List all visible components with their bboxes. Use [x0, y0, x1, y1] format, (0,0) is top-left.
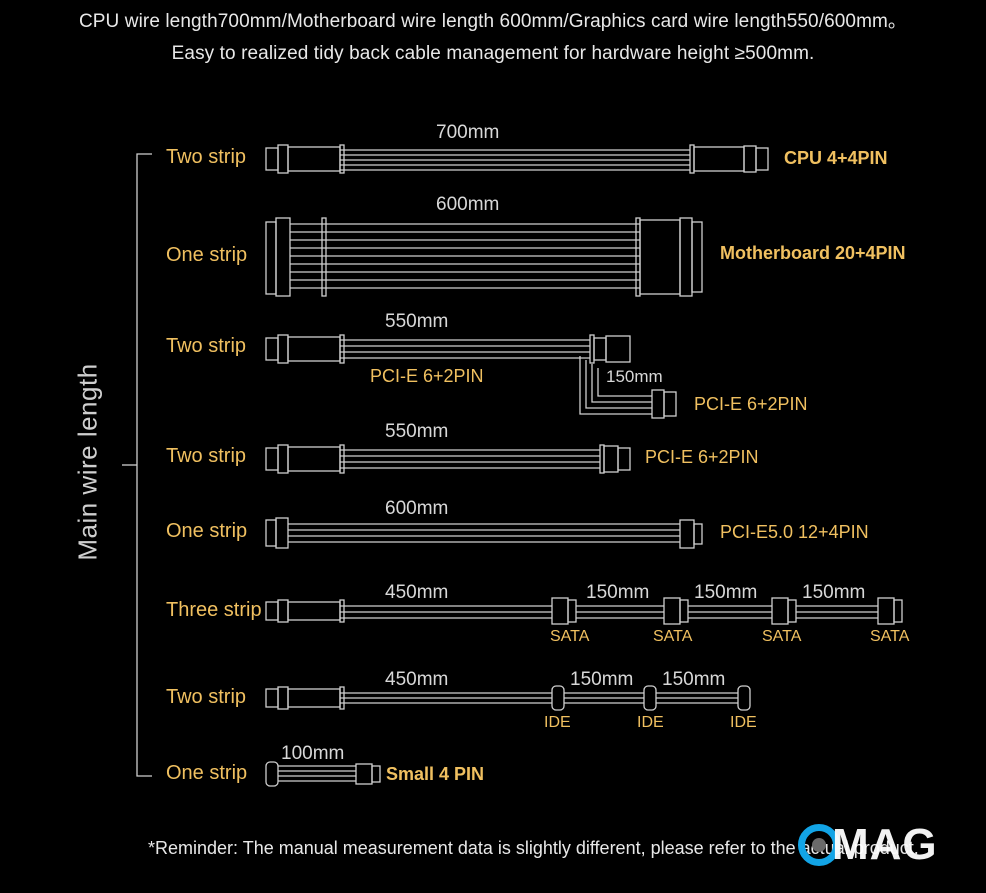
cable-sata [265, 597, 903, 625]
cable-small-4pin [265, 761, 381, 787]
row-sata-tag-3: SATA [762, 628, 802, 645]
row-pcie-branch-connector: PCI-E 6+2PIN [370, 366, 484, 386]
cable-cpu [265, 144, 769, 174]
watermark-logo: MAG [798, 820, 968, 870]
row-sata-tag-4: SATA [870, 628, 910, 645]
row-sata-tag-1: SATA [550, 628, 590, 645]
row-small4pin-strip: One strip [166, 762, 248, 784]
row-ide-tag-1: IDE [544, 714, 571, 731]
row-cpu-strip: Two strip [166, 146, 247, 168]
logo-ring-icon [798, 824, 840, 866]
cable-pcie-branch [265, 334, 677, 419]
row-pcie-length: 550mm [385, 421, 449, 442]
row-sata-strip: Three strip [166, 599, 262, 621]
row-pcie-connector: PCI-E 6+2PIN [645, 447, 759, 467]
main-wire-length-label: Main wire length [72, 363, 103, 561]
row-small4pin-connector: Small 4 PIN [386, 764, 485, 784]
row-sata-length: 450mm [385, 582, 449, 603]
row-pcie5-length: 600mm [385, 498, 449, 519]
row-ide-strip: Two strip [166, 686, 247, 708]
row-ide-length: 450mm [385, 669, 449, 690]
row-pcie5-connector: PCI-E5.0 12+4PIN [720, 522, 869, 542]
bracket-line [136, 153, 152, 777]
cable-motherboard [265, 217, 703, 297]
row-small4pin-length: 100mm [281, 743, 345, 764]
header-line-2: Easy to realized tidy back cable managem… [171, 43, 815, 64]
row-sata-segment-1: 150mm [586, 582, 650, 603]
row-motherboard-connector: Motherboard 20+4PIN [720, 243, 906, 263]
row-ide-tag-2: IDE [637, 714, 664, 731]
row-ide-tag-3: IDE [730, 714, 757, 731]
row-sata-tag-2: SATA [653, 628, 693, 645]
row-pcie-strip: Two strip [166, 445, 247, 467]
row-pcie-branch-strip: Two strip [166, 335, 247, 357]
row-cpu-length: 700mm [436, 122, 500, 143]
row-cpu-connector: CPU 4+4PIN [784, 148, 888, 168]
row-sata-segment-3: 150mm [802, 582, 866, 603]
row-pcie5-strip: One strip [166, 520, 248, 542]
row-motherboard-length: 600mm [436, 194, 500, 215]
logo-text: MAG [832, 820, 938, 869]
header-line-1: CPU wire length700mm/Motherboard wire le… [78, 11, 908, 32]
footer-reminder: *Reminder: The manual measurement data i… [148, 838, 919, 858]
logo-dot-icon [812, 838, 826, 852]
row-ide-segment-2: 150mm [662, 669, 726, 690]
cable-pcie [265, 444, 631, 474]
row-pcie-branch-length: 550mm [385, 311, 449, 332]
row-ide-segment-1: 150mm [570, 669, 634, 690]
row-sata-segment-2: 150mm [694, 582, 758, 603]
cable-pcie5 [265, 517, 703, 549]
row-motherboard-strip: One strip [166, 244, 248, 266]
cable-ide [265, 685, 751, 711]
row-pcie-branch-sub-connector: PCI-E 6+2PIN [694, 394, 808, 414]
row-pcie-branch-sub-length: 150mm [606, 367, 663, 386]
